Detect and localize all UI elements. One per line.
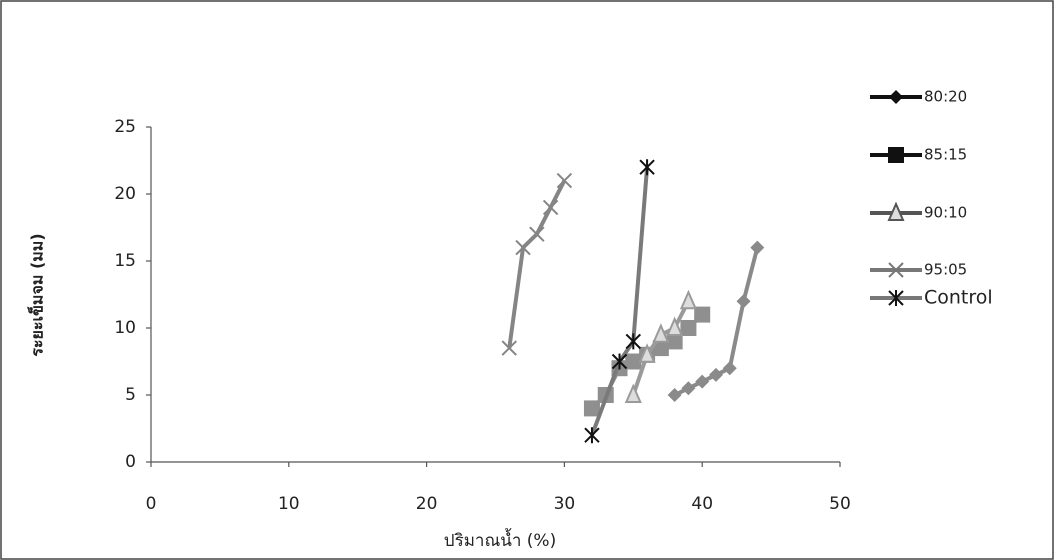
y-tick-label: 10 bbox=[114, 318, 136, 338]
x-axis-label: ปริมาณน้ำ (%) bbox=[444, 528, 556, 551]
legend-label: 90:10 bbox=[924, 204, 967, 222]
marker bbox=[722, 361, 737, 376]
marker bbox=[695, 374, 710, 389]
marker bbox=[750, 240, 765, 255]
legend-marker bbox=[889, 90, 903, 104]
marker bbox=[679, 289, 697, 310]
marker bbox=[584, 427, 600, 444]
x-tick-label: 50 bbox=[829, 494, 851, 514]
marker bbox=[639, 159, 655, 176]
legend-marker bbox=[888, 262, 904, 278]
marker bbox=[583, 400, 600, 417]
x-tick-label: 20 bbox=[416, 494, 438, 514]
marker bbox=[652, 340, 669, 357]
marker bbox=[694, 306, 711, 323]
marker bbox=[638, 343, 656, 363]
legend-label: 80:20 bbox=[924, 88, 967, 106]
x-tick-label: 10 bbox=[278, 494, 300, 514]
marker bbox=[542, 199, 559, 216]
y-tick-label: 25 bbox=[114, 117, 136, 137]
marker bbox=[652, 323, 670, 343]
marker bbox=[736, 294, 751, 309]
legend-label: 95:05 bbox=[924, 261, 967, 279]
marker bbox=[667, 388, 682, 402]
marker bbox=[681, 381, 696, 396]
x-tick-label: 30 bbox=[554, 494, 576, 514]
marker bbox=[625, 333, 642, 350]
y-tick-label: 15 bbox=[114, 251, 136, 271]
legend-label: Control bbox=[924, 287, 993, 309]
marker bbox=[624, 383, 642, 403]
marker bbox=[680, 320, 697, 336]
y-axis-label: ระยะเข็มจม (มม) bbox=[26, 233, 47, 356]
legend-marker bbox=[888, 290, 904, 306]
y-tick-label: 5 bbox=[125, 385, 136, 405]
marker bbox=[666, 316, 684, 336]
marker bbox=[611, 353, 628, 370]
marker bbox=[501, 340, 517, 356]
marker bbox=[625, 353, 642, 370]
marker bbox=[515, 239, 531, 256]
legend-marker bbox=[888, 147, 904, 163]
legend-label: 85:15 bbox=[924, 146, 967, 164]
x-tick-label: 0 bbox=[146, 494, 157, 514]
y-tick-label: 0 bbox=[125, 452, 136, 472]
series-line bbox=[590, 167, 650, 436]
marker bbox=[529, 226, 545, 242]
x-tick-label: 40 bbox=[691, 494, 713, 514]
marker bbox=[708, 367, 723, 382]
legend-marker bbox=[887, 201, 905, 221]
marker bbox=[666, 333, 683, 350]
marker bbox=[556, 172, 573, 189]
y-tick-label: 20 bbox=[114, 184, 136, 204]
